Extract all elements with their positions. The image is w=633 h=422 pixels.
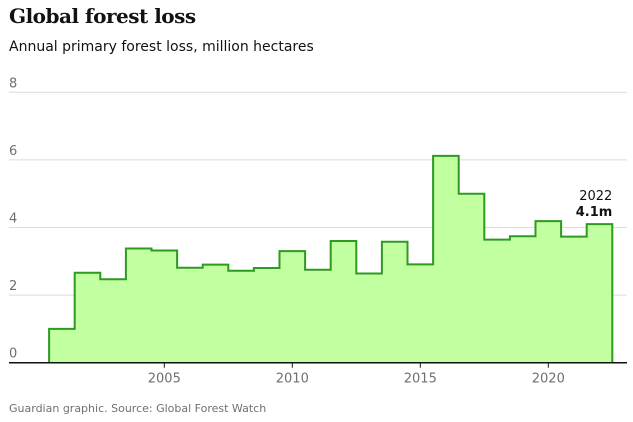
annotation-value: 4.1m	[576, 205, 613, 220]
y-tick-label: 4	[9, 212, 17, 227]
data-step-2004	[126, 248, 152, 362]
x-tick-label: 2015	[404, 372, 437, 387]
step-line	[48, 154, 614, 363]
data-step-2012	[331, 241, 357, 363]
data-step-2020	[536, 221, 562, 363]
data-step-2011	[305, 270, 331, 363]
data-step-2001	[49, 329, 75, 363]
y-tick-label: 6	[9, 144, 17, 159]
annotation-year: 2022	[579, 189, 612, 204]
x-tick-label: 2020	[532, 372, 565, 387]
data-step-2013	[356, 273, 382, 362]
y-tick-label: 0	[9, 347, 17, 362]
data-step-2006	[177, 268, 203, 363]
data-step-2005	[152, 250, 178, 362]
data-step-2019	[510, 236, 536, 362]
data-step-2018	[484, 240, 510, 363]
data-step-2017	[459, 194, 485, 363]
x-tick-label: 2010	[276, 372, 309, 387]
data-step-2016	[433, 156, 459, 363]
chart-title: Global forest loss	[9, 4, 196, 28]
data-step-2021	[561, 237, 587, 363]
data-step-2022	[587, 224, 613, 363]
x-tick-label: 2005	[148, 372, 181, 387]
chart-subtitle: Annual primary forest loss, million hect…	[9, 39, 314, 55]
data-step-2007	[203, 265, 229, 363]
data-step-2015	[408, 264, 434, 362]
y-tick-label: 8	[9, 76, 17, 91]
data-step-2014	[382, 242, 408, 363]
chart-source: Guardian graphic. Source: Global Forest …	[9, 402, 267, 415]
y-tick-label: 2	[9, 279, 17, 294]
data-step-2008	[228, 271, 254, 363]
data-step-2010	[280, 251, 306, 363]
data-step-2003	[100, 279, 126, 362]
data-step-2009	[254, 268, 280, 363]
data-step-2002	[75, 273, 101, 363]
